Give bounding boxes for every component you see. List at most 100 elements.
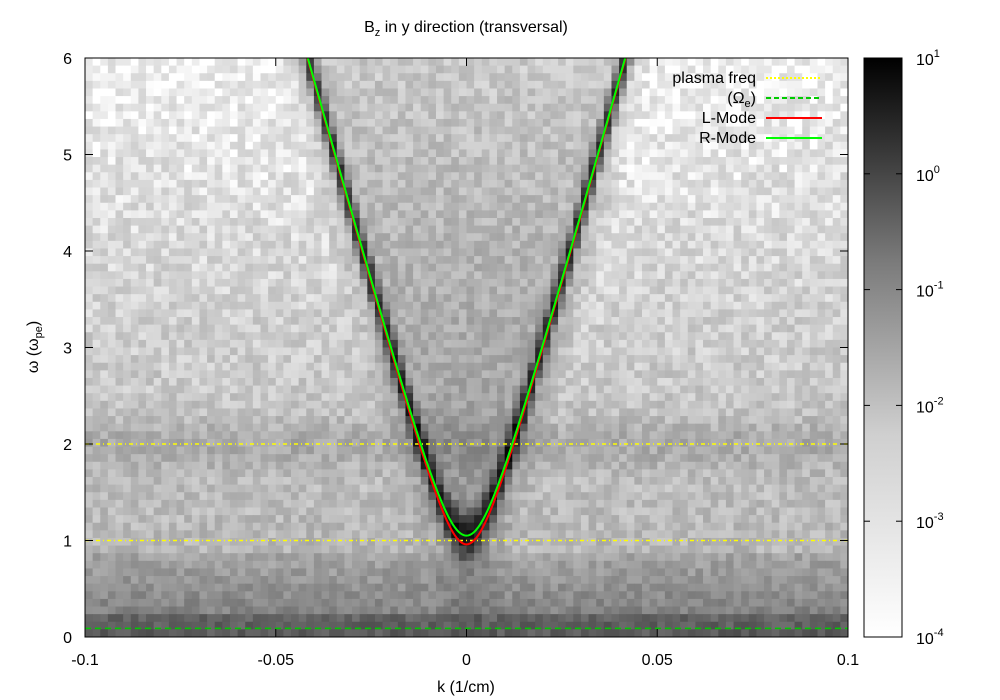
heatmap-cell	[626, 179, 635, 189]
heatmap-cell	[298, 370, 307, 379]
heatmap-cell	[352, 210, 361, 219]
heatmap-cell	[336, 96, 345, 105]
heatmap-cell	[573, 286, 582, 295]
heatmap-cell	[268, 179, 277, 189]
heatmap-cell	[245, 347, 254, 356]
heatmap-cell	[85, 65, 94, 74]
heatmap-cell	[626, 58, 635, 67]
heatmap-cell	[374, 225, 384, 234]
heatmap-cell	[825, 126, 834, 135]
heatmap-cell	[542, 309, 551, 318]
heatmap-cell	[382, 88, 391, 97]
heatmap-cell	[344, 317, 353, 326]
heatmap-cell	[428, 324, 437, 333]
heatmap-cell	[664, 294, 674, 303]
heatmap-cell	[443, 195, 452, 204]
heatmap-cell	[710, 111, 719, 120]
heatmap-cell	[619, 96, 628, 105]
heatmap-cell	[306, 217, 315, 227]
heatmap-cell	[107, 179, 117, 189]
heatmap-cell	[359, 179, 368, 189]
heatmap-cell	[573, 80, 582, 89]
heatmap-cell	[794, 271, 803, 280]
heatmap-cell	[313, 248, 323, 257]
heatmap-cell	[840, 65, 848, 74]
heatmap-cell	[809, 339, 818, 348]
heatmap-cell	[733, 172, 742, 181]
heatmap-cell	[565, 179, 574, 189]
heatmap-cell	[268, 103, 277, 112]
heatmap-cell	[237, 118, 246, 128]
heatmap-cell	[130, 134, 139, 143]
heatmap-cell	[161, 301, 170, 310]
heatmap-cell	[306, 286, 315, 295]
heatmap-cell	[207, 195, 216, 204]
heatmap-cell	[695, 195, 704, 204]
heatmap-cell	[138, 431, 147, 440]
heatmap-cell	[100, 202, 109, 211]
heatmap-cell	[786, 103, 796, 112]
heatmap-cell	[619, 141, 628, 150]
heatmap-cell	[741, 355, 750, 364]
heatmap-cell	[85, 263, 94, 272]
heatmap-cell	[275, 263, 284, 272]
heatmap-cell	[580, 202, 590, 211]
heatmap-cell	[268, 317, 277, 326]
heatmap-cell	[558, 256, 567, 265]
heatmap-cell	[451, 286, 460, 295]
heatmap-cell	[512, 96, 521, 105]
heatmap-cell	[115, 347, 124, 356]
heatmap-cell	[519, 393, 529, 402]
heatmap-cell	[260, 362, 269, 371]
heatmap-cell	[313, 149, 323, 158]
heatmap-cell	[817, 187, 826, 196]
heatmap-cell	[443, 355, 452, 364]
heatmap-cell	[138, 96, 147, 105]
heatmap-cell	[725, 157, 735, 166]
heatmap-cell	[741, 408, 750, 417]
heatmap-cell	[352, 423, 361, 432]
heatmap-cell	[176, 347, 185, 356]
heatmap-cell	[184, 408, 193, 417]
heatmap-cell	[374, 118, 384, 128]
heatmap-cell	[92, 256, 101, 265]
heatmap-cell	[512, 134, 521, 143]
heatmap-cell	[352, 294, 361, 303]
heatmap-cell	[619, 126, 628, 135]
heatmap-cell	[252, 263, 261, 272]
heatmap-cell	[458, 96, 467, 105]
heatmap-cell	[191, 423, 200, 432]
heatmap-cell	[390, 294, 399, 303]
heatmap-cell	[481, 195, 490, 204]
heatmap-cell	[352, 347, 361, 356]
heatmap-cell	[489, 240, 498, 249]
heatmap-cell	[390, 149, 399, 158]
heatmap-cell	[92, 58, 101, 67]
heatmap-cell	[489, 65, 498, 74]
heatmap-cell	[710, 431, 719, 440]
heatmap-cell	[619, 317, 628, 326]
heatmap-cell	[237, 416, 246, 425]
heatmap-cell	[771, 217, 780, 227]
heatmap-cell	[756, 88, 765, 97]
heatmap-cell	[565, 88, 574, 97]
heatmap-cell	[268, 370, 277, 379]
heatmap-cell	[619, 111, 628, 120]
heatmap-cell	[115, 111, 124, 120]
heatmap-cell	[191, 294, 200, 303]
heatmap-cell	[512, 164, 521, 173]
heatmap-cell	[832, 416, 841, 425]
heatmap-cell	[245, 370, 254, 379]
heatmap-cell	[428, 339, 437, 348]
heatmap-cell	[268, 416, 277, 425]
heatmap-cell	[519, 179, 529, 189]
heatmap-cell	[283, 118, 292, 128]
heatmap-cell	[565, 126, 574, 135]
heatmap-cell	[260, 157, 269, 166]
heatmap-cell	[443, 294, 452, 303]
heatmap-cell	[641, 65, 651, 74]
heatmap-cell	[664, 263, 674, 272]
heatmap-cell	[336, 195, 345, 204]
heatmap-cell	[634, 134, 643, 143]
heatmap-cell	[115, 65, 124, 74]
